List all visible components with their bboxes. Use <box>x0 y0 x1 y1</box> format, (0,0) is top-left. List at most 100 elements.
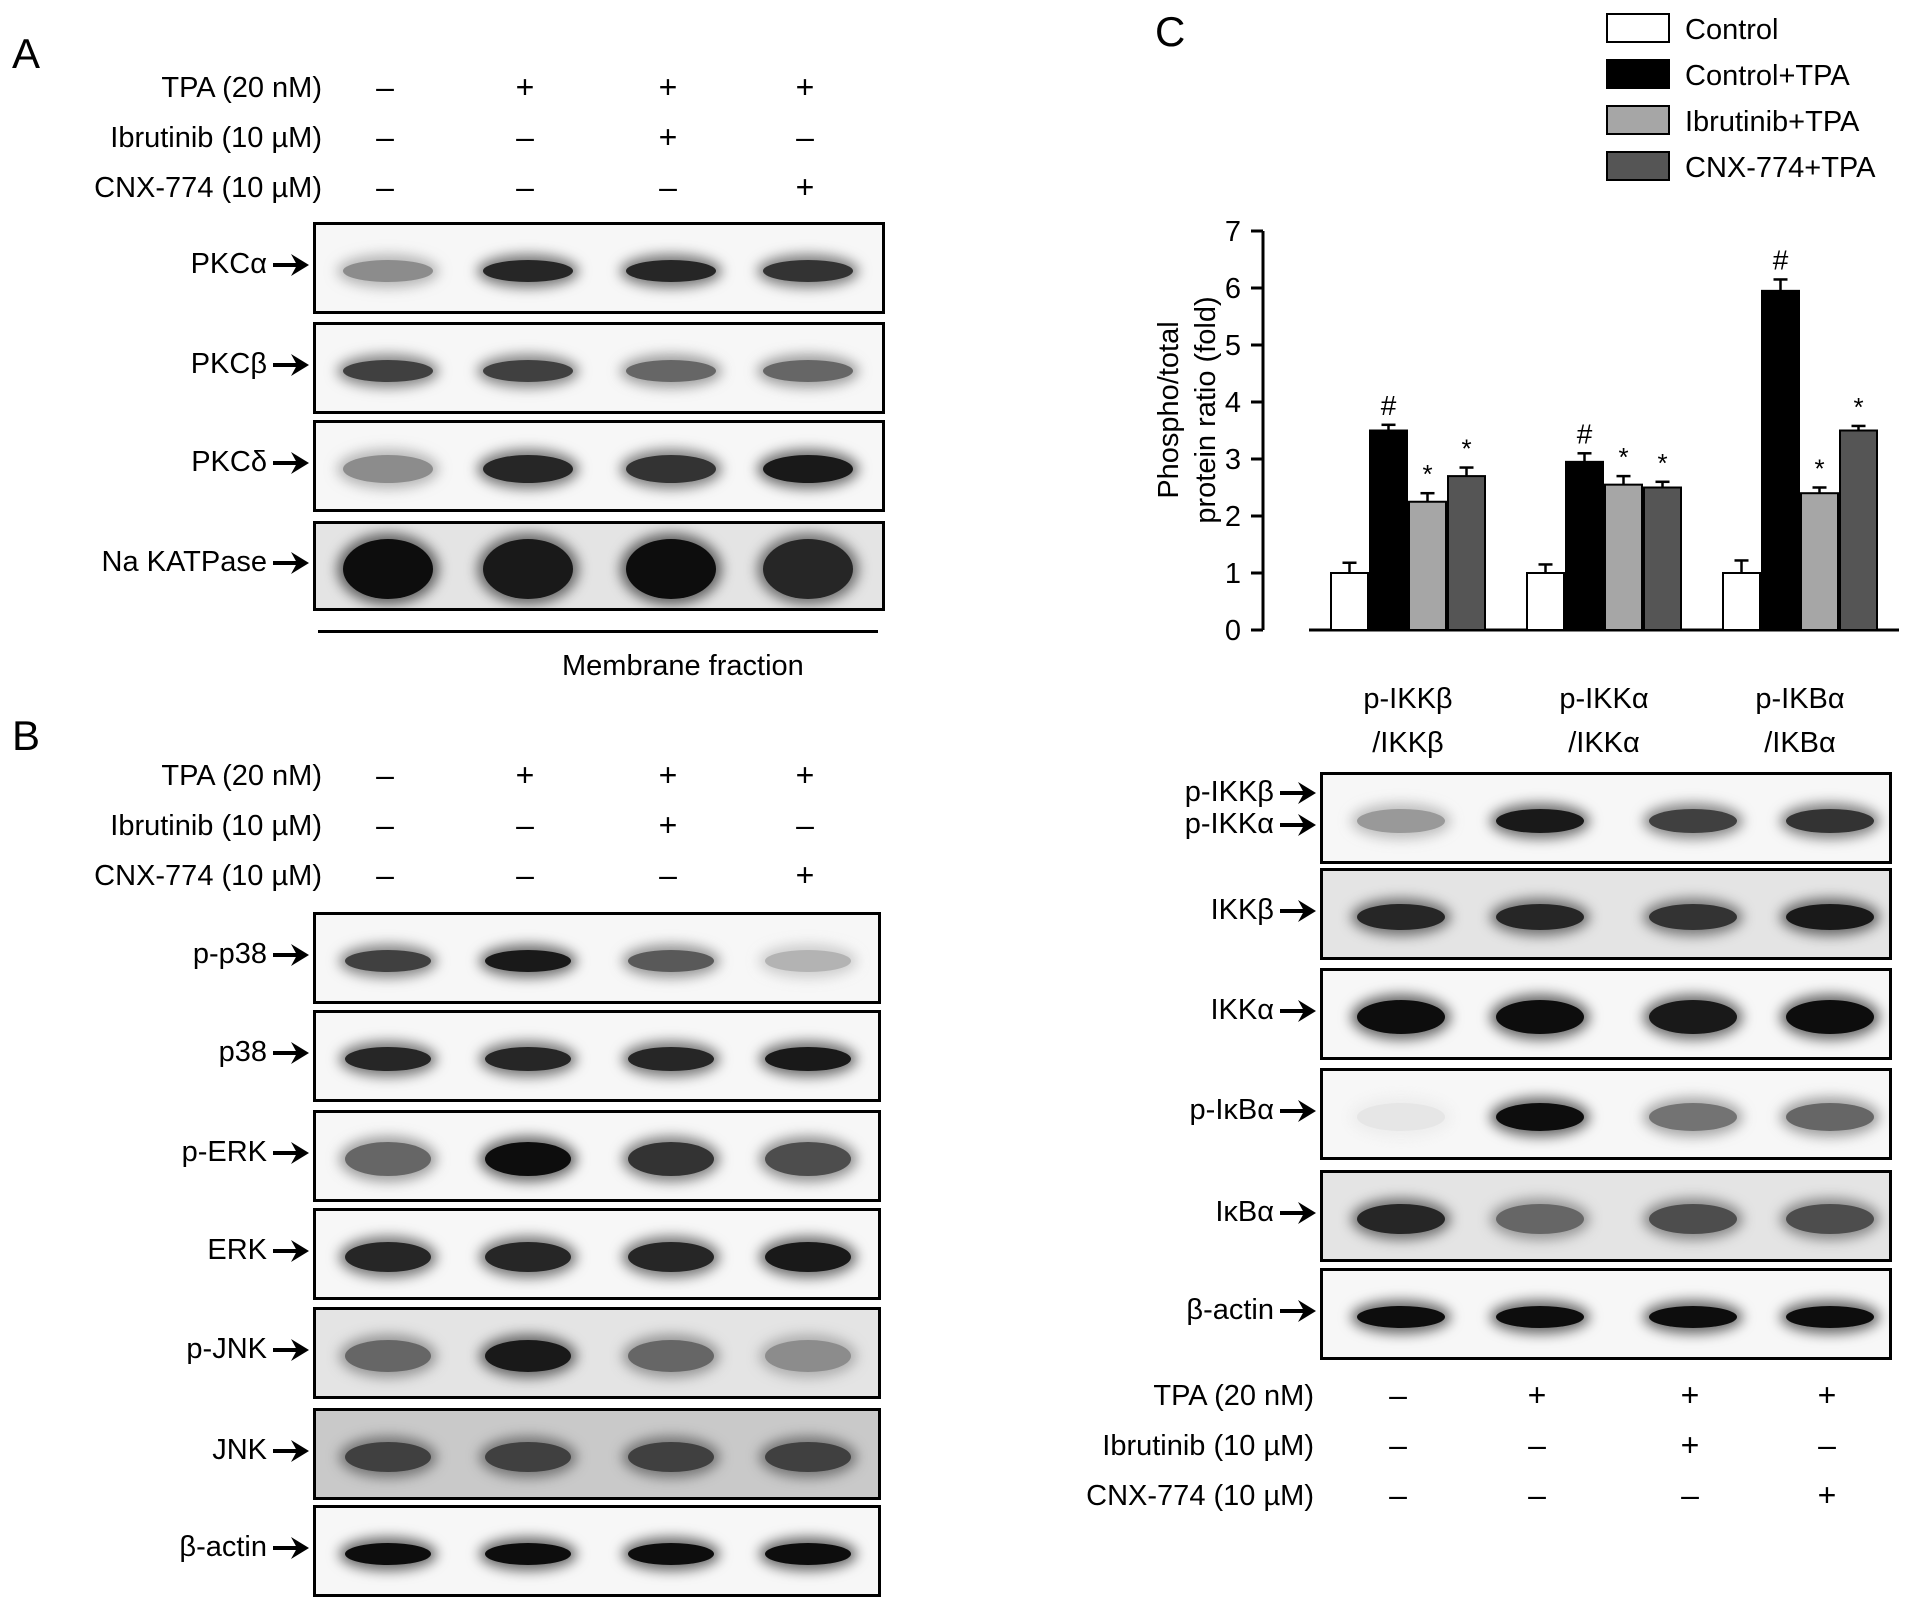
significance-mark: # <box>1381 390 1397 421</box>
bar <box>1604 483 1643 631</box>
blot-band <box>485 1142 571 1176</box>
blot-band <box>343 260 433 282</box>
blot-band <box>1649 1000 1737 1034</box>
blot-label-text: p-p38 <box>192 938 267 970</box>
condition-sign: – <box>1389 1427 1407 1463</box>
blot-band <box>1649 1306 1737 1328</box>
condition-label: TPA (20 nM) <box>161 72 322 104</box>
blot-band <box>763 455 853 483</box>
y-tick-label: 6 <box>1225 273 1241 305</box>
y-tick-label: 7 <box>1225 216 1241 248</box>
blot-band <box>1649 1204 1737 1234</box>
blot-label: PKCα <box>191 248 309 281</box>
legend-swatch <box>1606 13 1670 43</box>
blot-band <box>1357 1306 1445 1328</box>
significance-mark: * <box>1853 392 1863 422</box>
blot-strip <box>1320 1170 1892 1262</box>
condition-sign: + <box>795 169 815 205</box>
blot-band <box>485 1242 571 1272</box>
legend-swatch <box>1606 105 1670 135</box>
blot-band <box>1357 1103 1445 1131</box>
condition-sign: + <box>515 757 535 793</box>
blot-label-text: IκBα <box>1215 1196 1274 1228</box>
blot-band <box>1649 1103 1737 1131</box>
blot-label: PKCβ <box>191 348 309 381</box>
condition-label: TPA (20 nM) <box>1153 1380 1314 1412</box>
condition-sign: + <box>658 119 678 155</box>
condition-sign: – <box>376 807 394 843</box>
legend-label: CNX-774+TPA <box>1685 152 1876 184</box>
blot-band <box>628 950 714 972</box>
condition-sign: – <box>796 807 814 843</box>
bar <box>1369 429 1408 631</box>
blot-strip <box>313 1110 881 1202</box>
legend-label: Control <box>1685 14 1779 46</box>
blot-band <box>343 360 433 382</box>
condition-label: CNX-774 (10 µM) <box>94 860 322 892</box>
x-category-label: /IKKα <box>1568 727 1640 759</box>
condition-sign: + <box>1680 1427 1700 1463</box>
bar <box>1526 572 1565 631</box>
condition-label: Ibrutinib (10 µM) <box>110 122 322 154</box>
blot-band <box>1496 809 1584 833</box>
x-category-label: /IKBα <box>1764 727 1836 759</box>
condition-sign: – <box>376 757 394 793</box>
condition-sign: + <box>1680 1377 1700 1413</box>
blot-label: β-actin <box>179 1531 309 1564</box>
blot-band <box>1786 1103 1874 1131</box>
blot-strip <box>1320 772 1892 864</box>
blot-label: p-ERK <box>182 1136 309 1169</box>
blot-band <box>343 455 433 483</box>
blot-label: Na KATPase <box>102 546 309 579</box>
condition-sign: – <box>1389 1377 1407 1413</box>
condition-sign: + <box>795 757 815 793</box>
blot-band <box>1496 1306 1584 1328</box>
blot-label: p-IKKβ <box>1185 776 1316 809</box>
blot-band <box>485 1340 571 1372</box>
blot-band <box>626 260 716 282</box>
condition-sign: – <box>796 119 814 155</box>
blot-band <box>765 1340 851 1372</box>
blot-strip <box>313 420 885 512</box>
blot-band <box>345 1340 431 1372</box>
blot-label: PKCδ <box>191 446 309 479</box>
blot-band <box>1786 1204 1874 1234</box>
blot-band <box>345 1142 431 1176</box>
condition-sign: + <box>795 857 815 893</box>
significance-mark: # <box>1773 244 1789 275</box>
condition-sign: – <box>516 857 534 893</box>
blot-strip <box>1320 1068 1892 1160</box>
blot-label: IKKα <box>1210 994 1316 1027</box>
condition-sign: + <box>1527 1377 1547 1413</box>
blot-strip <box>313 1408 881 1500</box>
bar <box>1722 572 1761 631</box>
blot-label-text: β-actin <box>179 1531 267 1563</box>
condition-sign: – <box>376 169 394 205</box>
significance-mark: * <box>1422 459 1432 489</box>
y-axis-label-line1: Phospho/total <box>1153 321 1185 498</box>
blot-strip <box>313 1307 881 1399</box>
condition-sign: – <box>376 119 394 155</box>
blot-band <box>483 260 573 282</box>
blot-band <box>1786 904 1874 930</box>
condition-sign: – <box>1389 1477 1407 1513</box>
significance-mark: * <box>1618 442 1628 472</box>
blot-band <box>626 455 716 483</box>
blot-label: JNK <box>212 1434 309 1467</box>
blot-band <box>1496 1204 1584 1234</box>
y-tick-label: 3 <box>1225 444 1241 476</box>
blot-label: p-IκBα <box>1190 1094 1316 1127</box>
blot-label-text: IKKβ <box>1210 894 1274 926</box>
blot-band <box>765 1543 851 1565</box>
blot-band <box>483 360 573 382</box>
condition-sign: – <box>659 857 677 893</box>
legend-label: Control+TPA <box>1685 60 1850 92</box>
blot-band <box>345 1442 431 1472</box>
blot-band <box>483 539 573 599</box>
bar <box>1408 500 1447 631</box>
condition-sign: – <box>376 857 394 893</box>
chart-legend: Control Control+TPA Ibrutinib+TPA CNX-774+T… <box>1606 13 1876 184</box>
bar <box>1839 429 1878 631</box>
condition-sign: + <box>1817 1477 1837 1513</box>
blot-band <box>763 260 853 282</box>
